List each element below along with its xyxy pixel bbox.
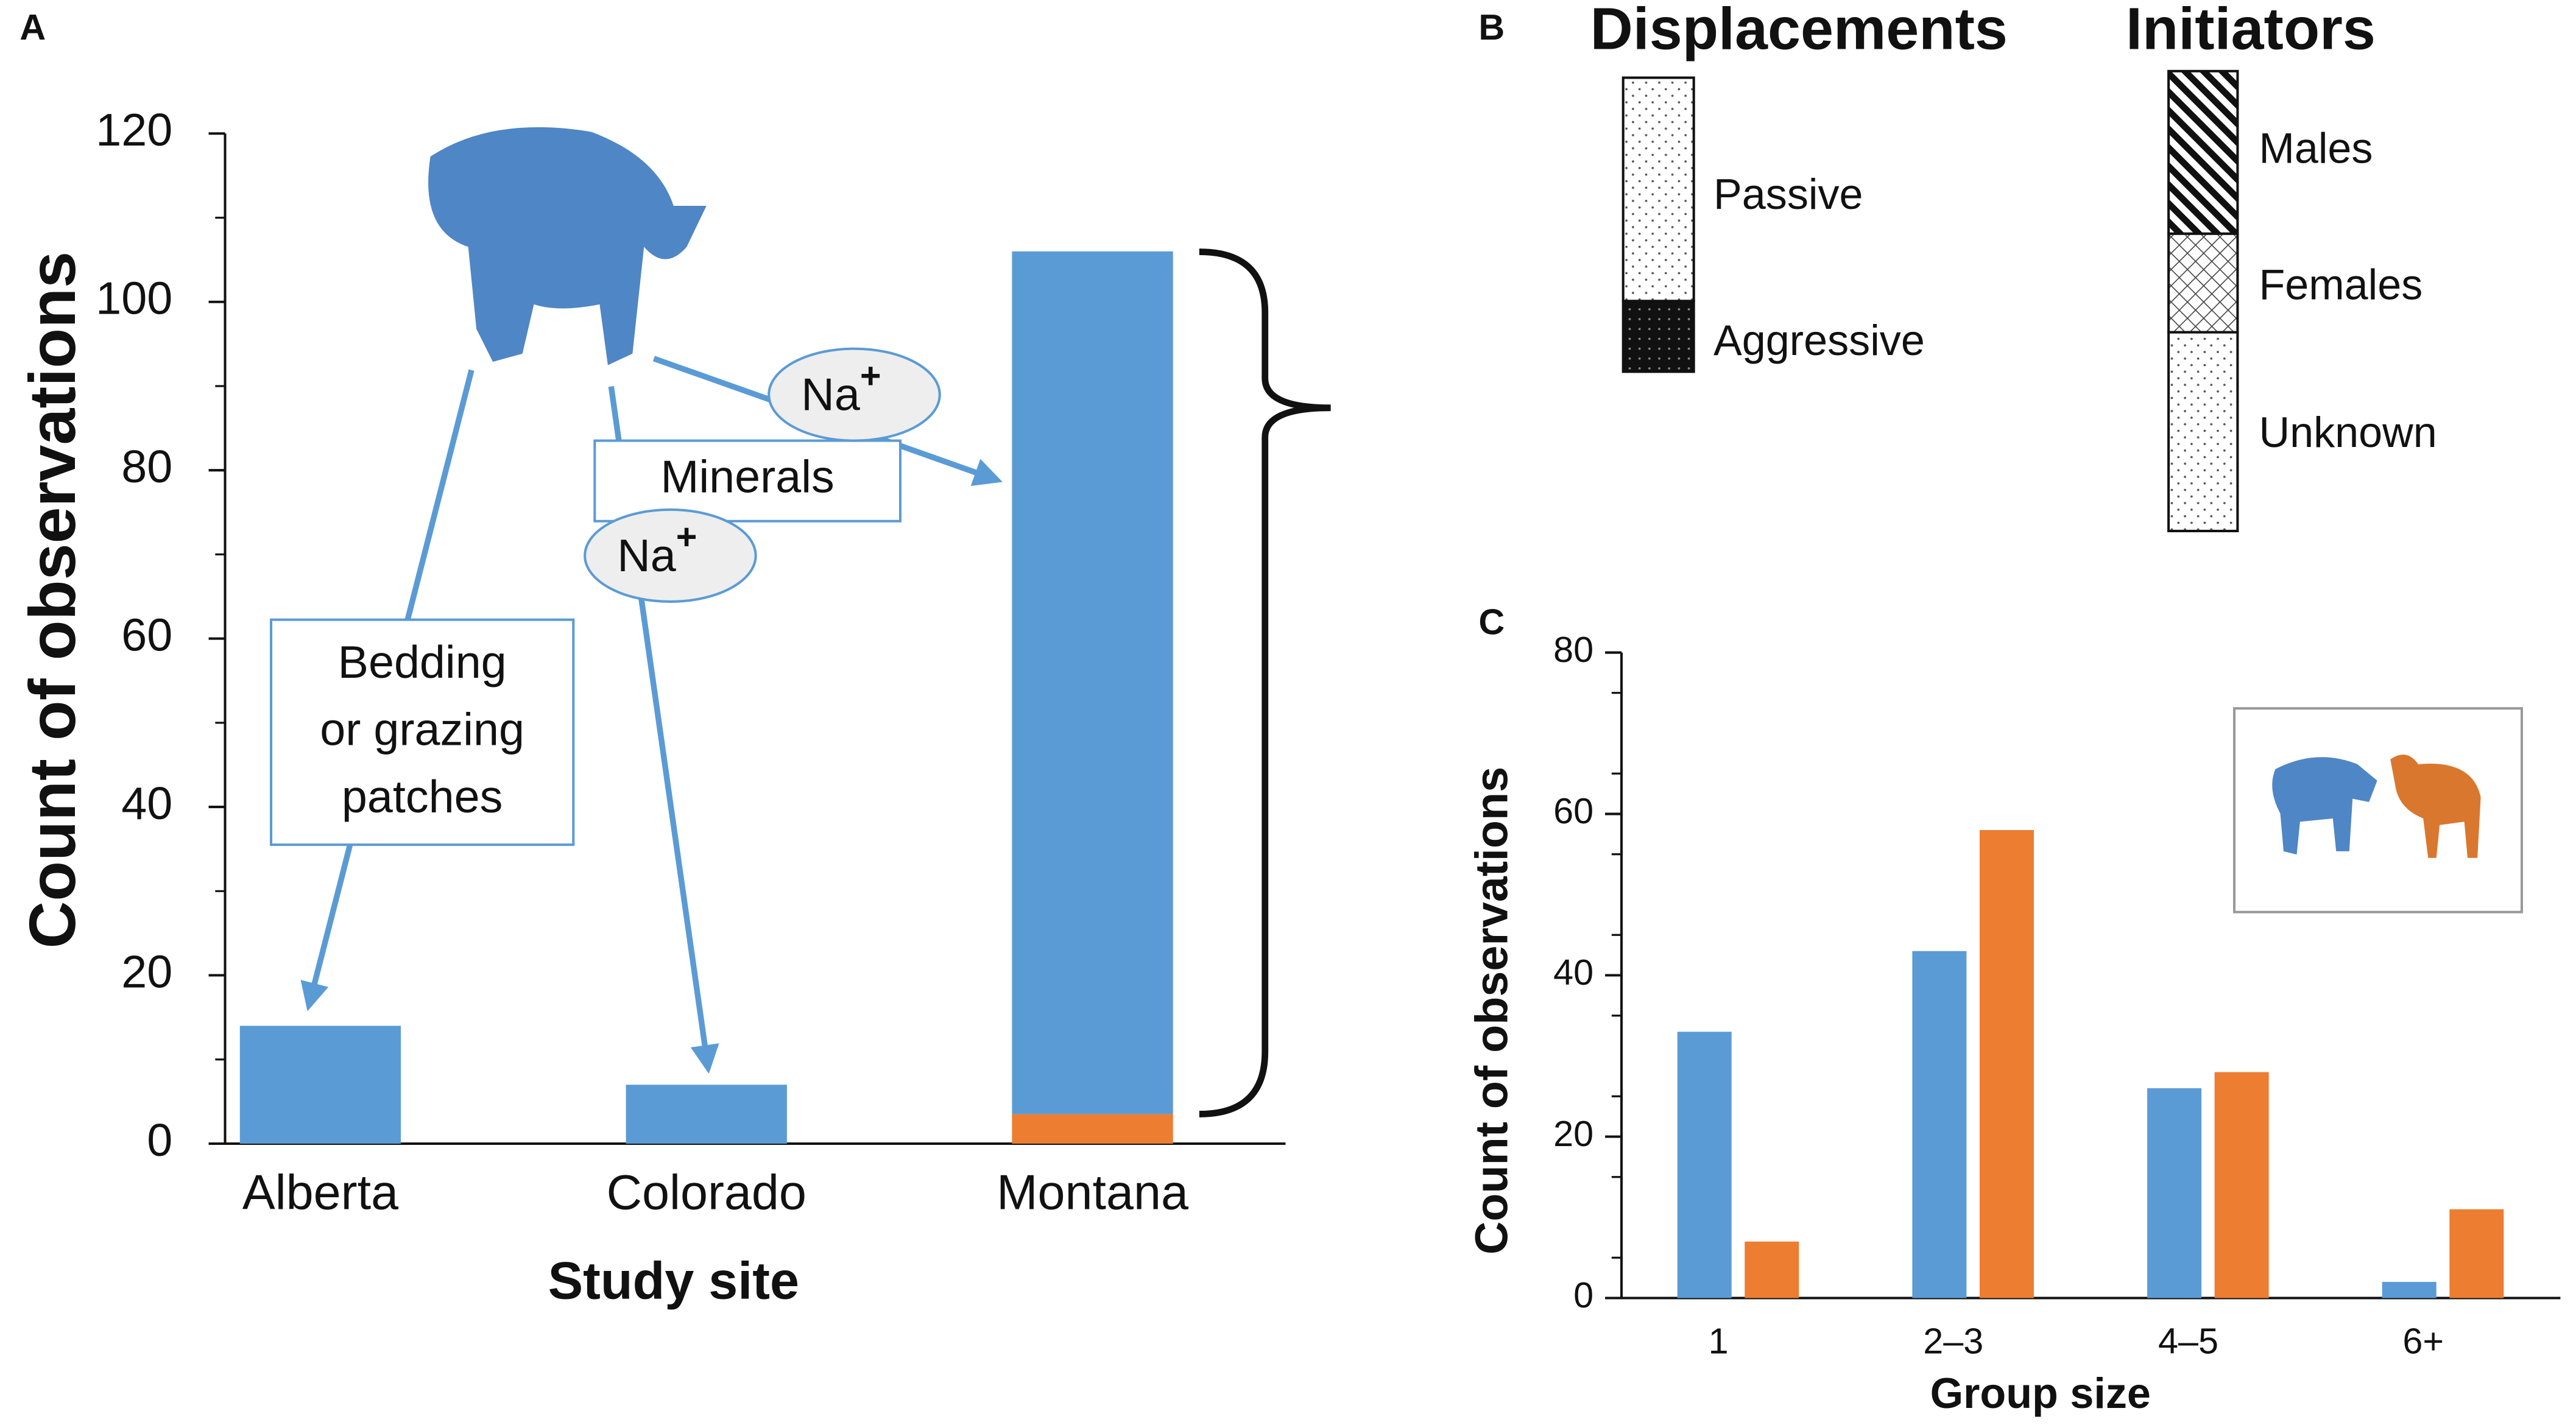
x-axis-label: Study site bbox=[548, 1252, 799, 1311]
y-tick-label: 0 bbox=[147, 1115, 172, 1166]
x-tick-label: 1 bbox=[1709, 1321, 1729, 1362]
y-tick-label: 20 bbox=[121, 946, 172, 997]
bar bbox=[1745, 1241, 1799, 1298]
bar bbox=[1012, 1114, 1173, 1144]
bar bbox=[1012, 251, 1173, 1114]
x-tick-label: 2–3 bbox=[1923, 1321, 1983, 1362]
bar bbox=[1677, 1032, 1732, 1298]
ion-label: Na+ bbox=[801, 355, 881, 421]
legend-title: Displacements bbox=[1590, 0, 2008, 62]
x-tick-label: 6+ bbox=[2402, 1321, 2444, 1362]
bedding-box bbox=[269, 618, 575, 846]
bar bbox=[2449, 1209, 2504, 1298]
y-tick-label: 40 bbox=[1553, 952, 1593, 993]
inset bbox=[2232, 707, 2524, 913]
y-tick-label: 120 bbox=[96, 105, 172, 156]
bar bbox=[239, 1026, 401, 1144]
ion-charge: + bbox=[860, 355, 881, 396]
bar bbox=[2147, 1088, 2202, 1298]
legend-item: Females bbox=[2259, 261, 2422, 308]
legend-title: Initiators bbox=[2126, 0, 2376, 62]
legend-item: Unknown bbox=[2259, 409, 2437, 456]
ion-label: Na+ bbox=[617, 516, 697, 582]
annotation: Bedding bbox=[338, 637, 507, 688]
x-tick-label: Colorado bbox=[607, 1166, 806, 1220]
legend-swatches bbox=[1621, 69, 2239, 532]
ion-clouds bbox=[584, 347, 941, 603]
bar bbox=[1912, 951, 1967, 1298]
ion-charge: + bbox=[676, 516, 697, 557]
annotation: patches bbox=[342, 772, 503, 823]
y-axis-label: Count of observations bbox=[15, 252, 89, 949]
bar bbox=[626, 1085, 787, 1144]
brace bbox=[1199, 248, 1331, 1117]
annotation: or grazing bbox=[320, 705, 524, 756]
x-tick-label: 4–5 bbox=[2158, 1321, 2218, 1362]
legend-item: Passive bbox=[1713, 171, 1863, 218]
bar bbox=[1979, 830, 2034, 1298]
ion-symbol: Na bbox=[801, 369, 860, 420]
x-tick-label: Alberta bbox=[242, 1166, 398, 1220]
y-tick-label: 60 bbox=[121, 610, 172, 661]
minerals-box bbox=[593, 439, 902, 522]
y-tick-label: 0 bbox=[1573, 1275, 1593, 1315]
bar bbox=[2382, 1282, 2437, 1298]
y-tick-label: 20 bbox=[1553, 1113, 1593, 1154]
y-tick-label: 80 bbox=[121, 442, 172, 493]
panel-label: A bbox=[19, 7, 46, 47]
legend-item: Males bbox=[2259, 124, 2373, 172]
y-tick-label: 60 bbox=[1553, 790, 1593, 831]
annotation: Minerals bbox=[661, 451, 835, 502]
y-tick-label: 80 bbox=[1553, 629, 1593, 670]
panel-label: B bbox=[1478, 7, 1505, 47]
legend-item: Aggressive bbox=[1713, 317, 1925, 364]
panel-label: C bbox=[1478, 601, 1505, 642]
x-tick-label: Montana bbox=[997, 1166, 1188, 1220]
y-tick-label: 100 bbox=[96, 273, 172, 325]
bar bbox=[2214, 1072, 2269, 1298]
goat-illustration bbox=[428, 127, 707, 365]
y-tick-label: 40 bbox=[121, 778, 172, 829]
ion-symbol: Na bbox=[617, 530, 676, 582]
y-axis-label: Count of observations bbox=[1466, 767, 1517, 1254]
x-axis-label: Group size bbox=[1930, 1370, 2151, 1417]
